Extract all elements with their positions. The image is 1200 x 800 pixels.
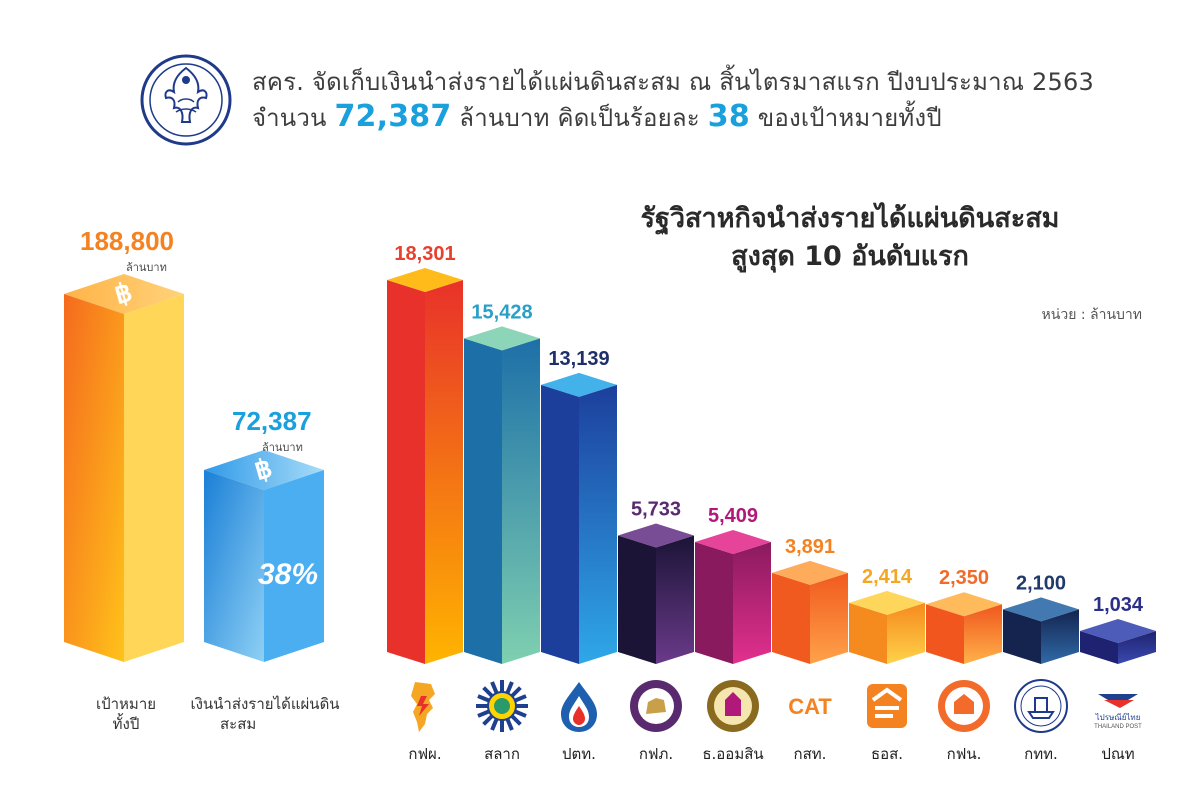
percent-highlight: 38 — [707, 99, 750, 134]
bar-5 — [695, 530, 771, 664]
bar-side-face — [656, 535, 694, 664]
target-unit: ล้านบาท — [126, 261, 167, 274]
header-line-1: สคร. จัดเก็บเงินนำส่งรายได้แผ่นดินสะสม ณ… — [252, 68, 1094, 96]
header: สคร. จัดเก็บเงินนำส่งรายได้แผ่นดินสะสม ณ… — [138, 52, 1178, 152]
bar-value-label: 2,414 — [862, 566, 913, 588]
bar-1 — [387, 268, 463, 664]
bar-top-face — [926, 592, 1002, 617]
bar-7 — [849, 590, 925, 664]
bar-front-face — [772, 572, 810, 664]
target-label-line1: เป้าหมาย — [95, 695, 157, 713]
bar-value-label: 15,428 — [471, 301, 532, 323]
header-text: จำนวน — [252, 104, 327, 132]
bar-top-face — [464, 326, 540, 351]
bar-side-face — [733, 542, 771, 664]
summary-panel: ฿ ฿ 188,800 ล้านบาท 72,387 ล้านบาท 38% เ… — [40, 220, 360, 760]
collected-amount-highlight: 72,387 — [334, 99, 452, 134]
chart-title-line2: สูงสุด 10 อันดับแรก — [731, 241, 969, 272]
bar-front-face — [618, 535, 656, 664]
header-text: ของเป้าหมายทั้งปี — [757, 104, 942, 132]
bar-front-face — [541, 384, 579, 664]
bar-side-face — [1041, 609, 1079, 664]
bar-value-label: 1,034 — [1093, 594, 1144, 616]
bar-side-face — [810, 572, 848, 664]
bar-value-label: 13,139 — [548, 348, 609, 370]
bar-front-face — [695, 542, 733, 664]
bar-value-label: 3,891 — [785, 536, 835, 558]
collected-label: เงินนำส่งรายได้แผ่นดิน สะสม — [180, 694, 350, 734]
bar-10 — [1080, 618, 1156, 664]
bar-9 — [1003, 597, 1079, 664]
bar-top-face — [1080, 618, 1156, 643]
bar-top-face — [772, 560, 848, 585]
bar-front-face — [1003, 609, 1041, 664]
bar-value-label: 18,301 — [394, 243, 455, 265]
bar-side-face — [425, 280, 463, 664]
bar-front-face — [1080, 630, 1118, 664]
bar-value-label: 2,350 — [939, 567, 989, 589]
header-line-2: จำนวน 72,387 ล้านบาท คิดเป็นร้อยละ 38 ขอ… — [252, 98, 942, 137]
unit-label: หน่วย : ล้านบาท — [1041, 307, 1142, 323]
bar-4 — [618, 523, 694, 664]
header-text: ล้านบาท คิดเป็นร้อยละ — [459, 104, 700, 132]
bar-value-label: 5,733 — [631, 498, 681, 520]
bar-6 — [772, 560, 848, 664]
target-bar: ฿ — [64, 274, 184, 662]
target-label-line2: ทั้งปี — [112, 715, 140, 733]
bar-8 — [926, 592, 1002, 664]
bar-side-face — [502, 338, 540, 664]
collected-percent: 38% — [258, 558, 319, 591]
collected-unit: ล้านบาท — [262, 441, 303, 454]
bar-front-face — [387, 280, 425, 664]
target-label: เป้าหมาย ทั้งปี — [66, 694, 186, 734]
collected-value: 72,387 — [232, 406, 312, 436]
bar-side-face — [1118, 630, 1156, 664]
bar-value-label: 5,409 — [708, 505, 758, 527]
bar-front-face — [849, 602, 887, 664]
collected-label-line2: สะสม — [220, 715, 257, 733]
bar-front-face — [926, 604, 964, 664]
bar-top-face — [618, 523, 694, 548]
chart-title: รัฐวิสาหกิจนำส่งรายได้แผ่นดินสะสม สูงสุด… — [600, 200, 1100, 276]
chart-title-line1: รัฐวิสาหกิจนำส่งรายได้แผ่นดินสะสม — [640, 203, 1060, 234]
target-value: 188,800 — [80, 226, 174, 256]
bar-side-face — [579, 384, 617, 664]
bar-2 — [464, 326, 540, 664]
bar-side-face — [887, 602, 925, 664]
bar-side-face — [964, 604, 1002, 664]
bar-top-face — [1003, 597, 1079, 622]
bar-top-face — [541, 372, 617, 397]
bar-value-label: 2,100 — [1016, 572, 1066, 594]
bar-top-face — [849, 590, 925, 615]
collected-bar: ฿ — [204, 450, 324, 662]
ministry-of-finance-seal — [140, 54, 232, 146]
footnote-cut — [60, 790, 860, 800]
collected-label-line1: เงินนำส่งรายได้แผ่นดิน — [190, 695, 340, 713]
bar-front-face — [464, 338, 502, 664]
bar-3 — [541, 372, 617, 664]
bar-top-face — [387, 268, 463, 292]
bar-top-face — [695, 530, 771, 555]
summary-bars: ฿ ฿ — [64, 274, 324, 662]
